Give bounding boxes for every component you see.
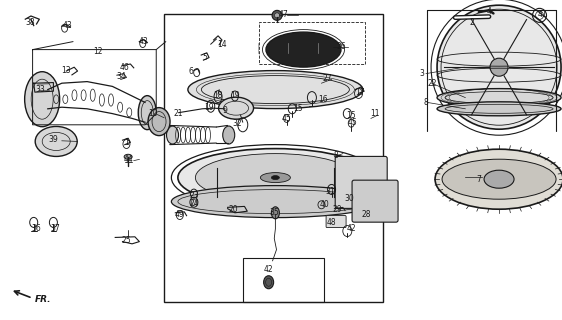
Ellipse shape	[437, 89, 561, 107]
Text: 14: 14	[217, 40, 227, 49]
Ellipse shape	[272, 10, 282, 20]
Text: 34: 34	[116, 72, 126, 81]
Ellipse shape	[138, 96, 156, 130]
Ellipse shape	[260, 172, 291, 183]
Text: 26: 26	[337, 42, 347, 51]
Ellipse shape	[437, 5, 561, 129]
Text: 15: 15	[346, 111, 356, 120]
Text: 16: 16	[318, 95, 328, 104]
Text: 23: 23	[189, 191, 199, 200]
Text: 1: 1	[124, 138, 129, 147]
Text: 39: 39	[48, 135, 58, 144]
Text: 19: 19	[230, 92, 240, 100]
Text: 17: 17	[355, 88, 365, 97]
Ellipse shape	[435, 149, 562, 209]
Text: 46: 46	[120, 63, 130, 72]
Ellipse shape	[148, 108, 170, 136]
Bar	[164, 14, 383, 302]
Text: FR.: FR.	[35, 295, 51, 304]
Ellipse shape	[490, 58, 508, 76]
Text: 33: 33	[35, 85, 46, 94]
Text: 43: 43	[138, 37, 148, 46]
FancyBboxPatch shape	[326, 216, 346, 228]
Text: 41: 41	[537, 10, 547, 19]
Text: 25: 25	[121, 236, 132, 245]
Ellipse shape	[266, 32, 341, 67]
Text: 27: 27	[322, 74, 332, 83]
Text: 28: 28	[362, 210, 371, 219]
Text: 8: 8	[424, 98, 428, 107]
Text: 22: 22	[428, 79, 437, 88]
Text: 3: 3	[419, 69, 424, 78]
Ellipse shape	[166, 126, 179, 144]
Text: 42: 42	[264, 265, 274, 274]
Text: 8: 8	[334, 151, 338, 160]
Text: 37: 37	[50, 224, 60, 233]
Ellipse shape	[484, 170, 514, 188]
Text: 9: 9	[223, 106, 227, 115]
Text: 30: 30	[345, 194, 355, 203]
Text: 7: 7	[477, 175, 481, 184]
FancyBboxPatch shape	[335, 156, 387, 208]
Text: 31: 31	[325, 188, 336, 196]
Text: 42: 42	[346, 224, 356, 233]
Text: 44: 44	[123, 156, 133, 164]
Text: 38: 38	[25, 18, 35, 27]
Text: 13: 13	[61, 66, 71, 75]
Text: 45: 45	[348, 118, 358, 127]
Text: 21: 21	[174, 109, 183, 118]
Text: 19: 19	[204, 103, 214, 112]
Text: 12: 12	[94, 47, 103, 56]
Text: 18: 18	[214, 92, 223, 100]
Ellipse shape	[35, 126, 77, 156]
Ellipse shape	[196, 154, 355, 202]
Ellipse shape	[271, 207, 279, 219]
Text: 45: 45	[282, 114, 292, 123]
Ellipse shape	[171, 186, 379, 218]
FancyBboxPatch shape	[352, 180, 398, 222]
Ellipse shape	[271, 176, 279, 180]
Ellipse shape	[264, 276, 274, 289]
Ellipse shape	[275, 13, 279, 18]
Text: 43: 43	[62, 21, 72, 30]
Text: 24: 24	[189, 199, 199, 208]
Text: 4: 4	[487, 7, 491, 16]
Text: 48: 48	[327, 218, 337, 227]
Text: 47: 47	[279, 10, 289, 19]
Text: 20: 20	[228, 205, 238, 214]
Text: 6: 6	[189, 68, 193, 76]
Text: 10: 10	[148, 109, 158, 118]
Text: 40: 40	[320, 200, 330, 209]
Text: 2: 2	[470, 18, 474, 27]
Text: 11: 11	[371, 109, 380, 118]
Ellipse shape	[178, 148, 373, 207]
Ellipse shape	[219, 97, 253, 119]
Text: 5: 5	[203, 53, 207, 62]
Ellipse shape	[188, 71, 363, 108]
Bar	[243, 258, 324, 302]
Ellipse shape	[437, 102, 561, 116]
Ellipse shape	[124, 154, 132, 159]
Text: 15: 15	[293, 104, 303, 113]
Ellipse shape	[223, 126, 235, 144]
Text: 29: 29	[332, 205, 342, 214]
Text: 32: 32	[232, 119, 242, 128]
Text: 36: 36	[31, 224, 42, 233]
Text: 49: 49	[175, 210, 185, 219]
Bar	[259, 22, 365, 64]
Ellipse shape	[25, 72, 60, 127]
Text: 35: 35	[269, 208, 279, 217]
Ellipse shape	[442, 159, 556, 199]
